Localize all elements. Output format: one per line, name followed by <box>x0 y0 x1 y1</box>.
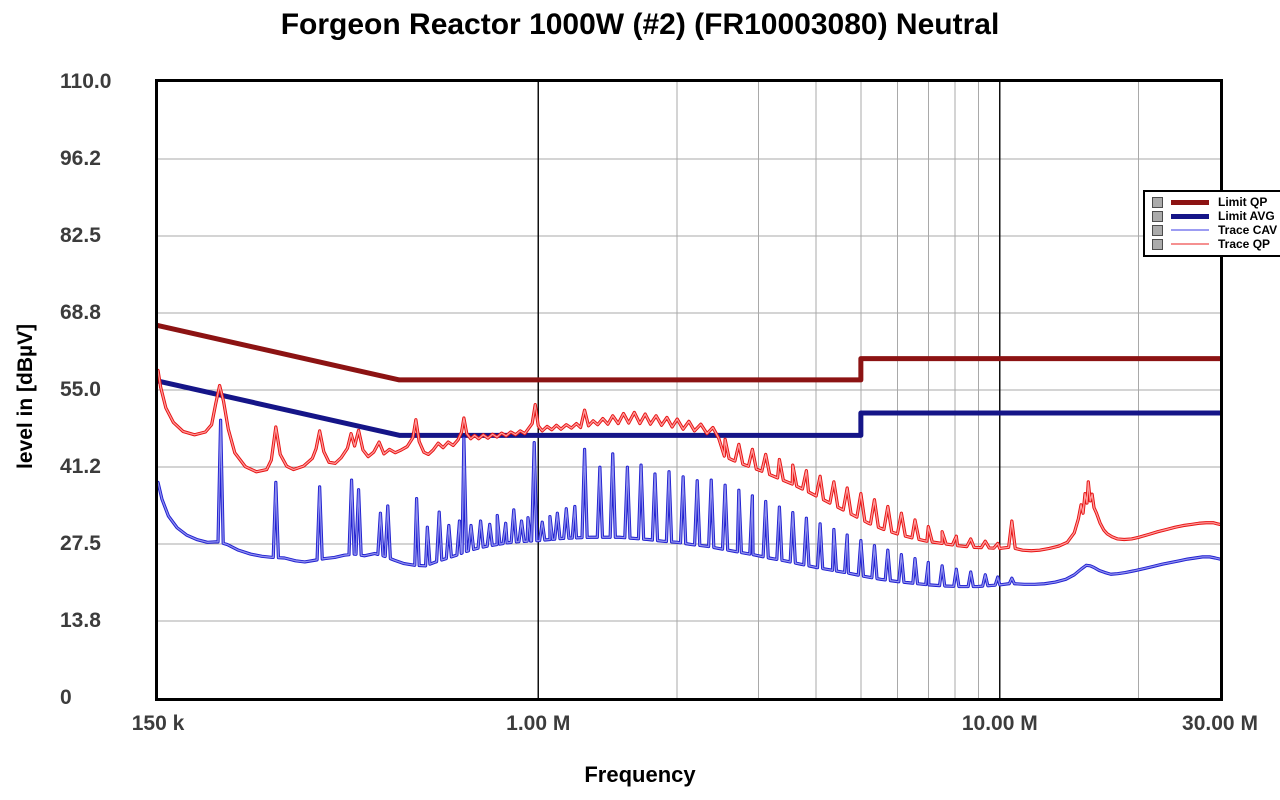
y-tick-label: 13.8 <box>60 609 101 632</box>
x-axis-title: Frequency <box>584 762 696 787</box>
legend-label: Limit AVG <box>1218 209 1275 223</box>
legend-line-sample <box>1171 229 1209 231</box>
legend-toggle-checkbox[interactable] <box>1152 210 1163 222</box>
y-tick-label: 110.0 <box>60 70 112 93</box>
y-axis-title: level in [dBµV] <box>14 323 37 469</box>
legend-toggle-checkbox[interactable] <box>1152 238 1163 250</box>
y-tick-label: 41.2 <box>60 455 101 478</box>
x-tick-label: 30.00 M <box>1182 712 1258 735</box>
legend-item-trace-qp: Trace QP <box>1145 237 1280 251</box>
y-tick-label: 27.5 <box>60 532 101 555</box>
y-tick-label: 0 <box>60 686 72 709</box>
legend-line-sample <box>1171 213 1209 219</box>
trace-line-trace-qp-core <box>158 369 1220 552</box>
x-tick-label: 10.00 M <box>961 712 1038 735</box>
legend-toggle-checkbox[interactable] <box>1152 196 1163 208</box>
legend-label: Trace QP <box>1218 237 1271 251</box>
legend-item-limit-avg: Limit AVG <box>1145 209 1280 223</box>
page-title: Forgeon Reactor 1000W (#2) (FR10003080) … <box>280 8 1000 41</box>
x-tick-label: 150 k <box>131 712 185 735</box>
legend-line-sample <box>1171 243 1209 245</box>
legend-label: Trace CAV <box>1218 223 1278 237</box>
y-tick-label: 68.8 <box>60 301 101 324</box>
legend-item-limit-qp: Limit QP <box>1145 195 1280 209</box>
x-tick-label: 1.00 M <box>506 712 571 735</box>
legend-toggle-checkbox[interactable] <box>1152 224 1163 236</box>
legend-line-sample <box>1171 199 1209 205</box>
plot-area: Limit QP Limit AVG Trace CAV Trace QP <box>155 79 1280 701</box>
y-tick-label: 55.0 <box>60 378 101 401</box>
legend-box: Limit QP Limit AVG Trace CAV Trace QP <box>1143 190 1280 257</box>
legend-item-trace-cav: Trace CAV <box>1145 223 1280 237</box>
trace-line-trace-cav-core <box>158 419 1220 588</box>
y-tick-label: 82.5 <box>60 224 101 247</box>
y-tick-label: 96.2 <box>60 147 101 170</box>
chart-canvas <box>158 82 1220 698</box>
limit-line-limit-avg <box>158 378 1220 438</box>
legend-label: Limit QP <box>1218 195 1268 209</box>
limit-line-limit-qp <box>158 323 1220 383</box>
